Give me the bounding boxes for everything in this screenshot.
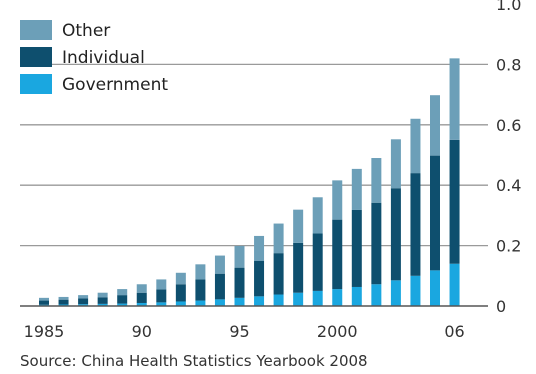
bar-segment-other xyxy=(117,289,128,296)
bar-segment-individual xyxy=(175,284,186,302)
bar-segment-other xyxy=(351,168,362,210)
bar-segment-other xyxy=(214,255,225,274)
bar-segment-individual xyxy=(449,139,460,264)
gridlines xyxy=(20,63,488,247)
bar-segment-government xyxy=(58,304,69,306)
bar-segment-other xyxy=(449,58,460,140)
bar-segment-government xyxy=(78,304,89,306)
bar-segment-government xyxy=(390,280,401,306)
y-tick-label: 0.4 xyxy=(496,176,521,195)
y-axis-tick-labels: 0 0.2 0.4 0.6 0.8 1.0 xyxy=(496,0,521,316)
bar-segment-other xyxy=(390,139,401,189)
bar-segment-individual xyxy=(195,279,206,301)
bar-segment-individual xyxy=(371,202,382,285)
bar-segment-government xyxy=(234,297,245,306)
bar-segment-other xyxy=(78,295,89,299)
bar-segment-individual xyxy=(351,209,362,287)
x-tick-label: 2000 xyxy=(317,322,358,341)
x-tick-label: 06 xyxy=(444,322,464,341)
legend-label-other: Other xyxy=(62,21,110,41)
bar-segment-government xyxy=(156,302,167,306)
bar-segment-government xyxy=(371,284,382,306)
bar-segment-individual xyxy=(293,242,304,293)
bar-segment-individual xyxy=(234,267,245,298)
bar-segment-other xyxy=(254,235,265,262)
y-tick-label: 0.6 xyxy=(496,116,521,135)
legend-label-individual: Individual xyxy=(62,48,145,68)
bar-segment-government xyxy=(195,300,206,306)
bar-segment-other xyxy=(136,284,147,293)
bar-segment-individual xyxy=(312,233,323,291)
bar-segment-government xyxy=(312,290,323,306)
legend: Other Individual Government xyxy=(20,20,168,95)
bar-segment-government xyxy=(430,270,440,306)
bar-segment-individual xyxy=(156,289,167,303)
bar-segment-government xyxy=(293,292,304,306)
bar-segment-individual xyxy=(117,295,128,304)
bar-segment-government xyxy=(410,275,421,306)
bar-segment-individual xyxy=(214,273,225,300)
x-tick-label: 1985 xyxy=(24,322,65,341)
y-tick-label: 0.8 xyxy=(496,55,521,74)
bar-segment-other xyxy=(410,118,421,174)
bar-segment-individual xyxy=(78,298,89,305)
bar-segment-individual xyxy=(254,261,265,297)
bar-segment-government xyxy=(449,263,460,306)
bar-segment-government xyxy=(136,302,147,306)
bar-segment-individual xyxy=(97,297,108,304)
bar-segment-other xyxy=(371,158,382,203)
bar-segment-government xyxy=(254,296,265,306)
bar-segment-individual xyxy=(430,155,440,271)
x-tick-label: 95 xyxy=(229,322,249,341)
bar-segment-government xyxy=(175,301,186,306)
bar-segment-other xyxy=(58,296,69,300)
bar-segment-other xyxy=(175,272,186,285)
y-tick-label: 0 xyxy=(496,297,506,316)
bar-segment-individual xyxy=(136,292,147,303)
x-axis-tick-labels: 1985 90 95 2000 06 xyxy=(24,322,465,341)
legend-swatch-other xyxy=(20,20,52,40)
source-note: Source: China Health Statistics Yearbook… xyxy=(20,352,368,370)
bar-segment-other xyxy=(39,297,49,301)
bar-segment-individual xyxy=(390,188,401,281)
bar-segment-individual xyxy=(58,299,69,305)
bar-segment-government xyxy=(117,303,128,306)
bar-segment-individual xyxy=(410,173,421,276)
legend-label-government: Government xyxy=(62,75,168,95)
bar-segment-individual xyxy=(332,219,343,290)
bar-segment-individual xyxy=(39,300,49,305)
bar-segment-other xyxy=(156,279,167,290)
legend-swatch-individual xyxy=(20,47,52,67)
bar-series xyxy=(39,58,460,306)
bar-segment-government xyxy=(214,299,225,306)
bar-segment-other xyxy=(273,223,284,254)
bar-segment-government xyxy=(97,303,108,306)
bar-segment-other xyxy=(312,197,323,234)
bar-segment-other xyxy=(97,292,108,298)
bar-segment-other xyxy=(430,95,440,156)
bar-segment-government xyxy=(332,289,343,306)
x-tick-label: 90 xyxy=(132,322,152,341)
legend-swatch-government xyxy=(20,74,52,94)
bar-segment-other xyxy=(332,180,343,220)
y-tick-label: 0.2 xyxy=(496,237,521,256)
y-tick-label: 1.0 xyxy=(496,0,521,14)
bar-segment-individual xyxy=(273,253,284,295)
bar-segment-government xyxy=(273,294,284,306)
bar-segment-other xyxy=(195,264,206,280)
bar-segment-government xyxy=(351,286,362,306)
bar-segment-other xyxy=(234,245,245,268)
bar-segment-other xyxy=(293,209,304,243)
